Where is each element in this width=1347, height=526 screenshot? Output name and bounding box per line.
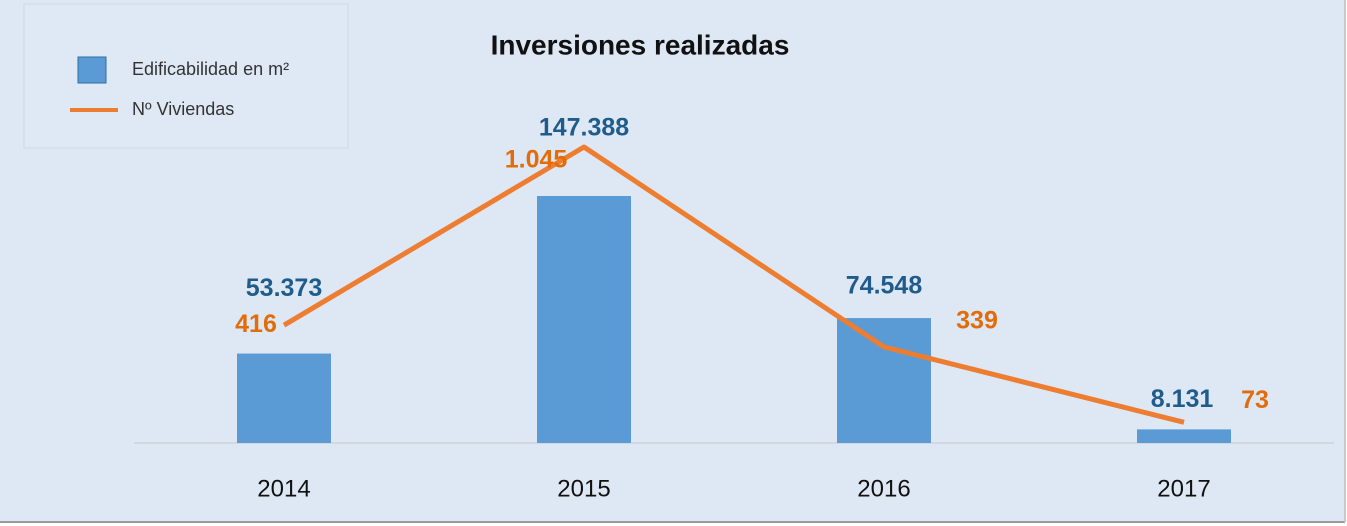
bar-value-label: 74.548 [846, 272, 923, 300]
x-tick-label: 2016 [857, 475, 910, 502]
chart-title: Inversiones realizadas [491, 29, 790, 60]
x-tick-label: 2017 [1157, 475, 1210, 502]
bar [1137, 429, 1231, 443]
line [282, 144, 1185, 425]
x-tick-label: 2014 [257, 475, 310, 502]
x-tick-label: 2015 [557, 475, 610, 502]
bar-value-label: 147.388 [539, 114, 629, 142]
legend-swatch [77, 56, 107, 84]
line-value-label: 1.045 [505, 146, 568, 174]
line-value-label: 339 [956, 307, 998, 335]
bar [237, 353, 331, 443]
line-value-label: 73 [1241, 386, 1269, 414]
bar-value-label: 8.131 [1151, 385, 1214, 413]
legend-label: Edificabilidad en m² [132, 59, 289, 79]
bar [837, 318, 931, 443]
bar [537, 196, 631, 443]
line-value-label: 416 [235, 310, 277, 338]
bar-value-label: 53.373 [246, 274, 322, 302]
legend-label: Nº Viviendas [132, 99, 234, 119]
